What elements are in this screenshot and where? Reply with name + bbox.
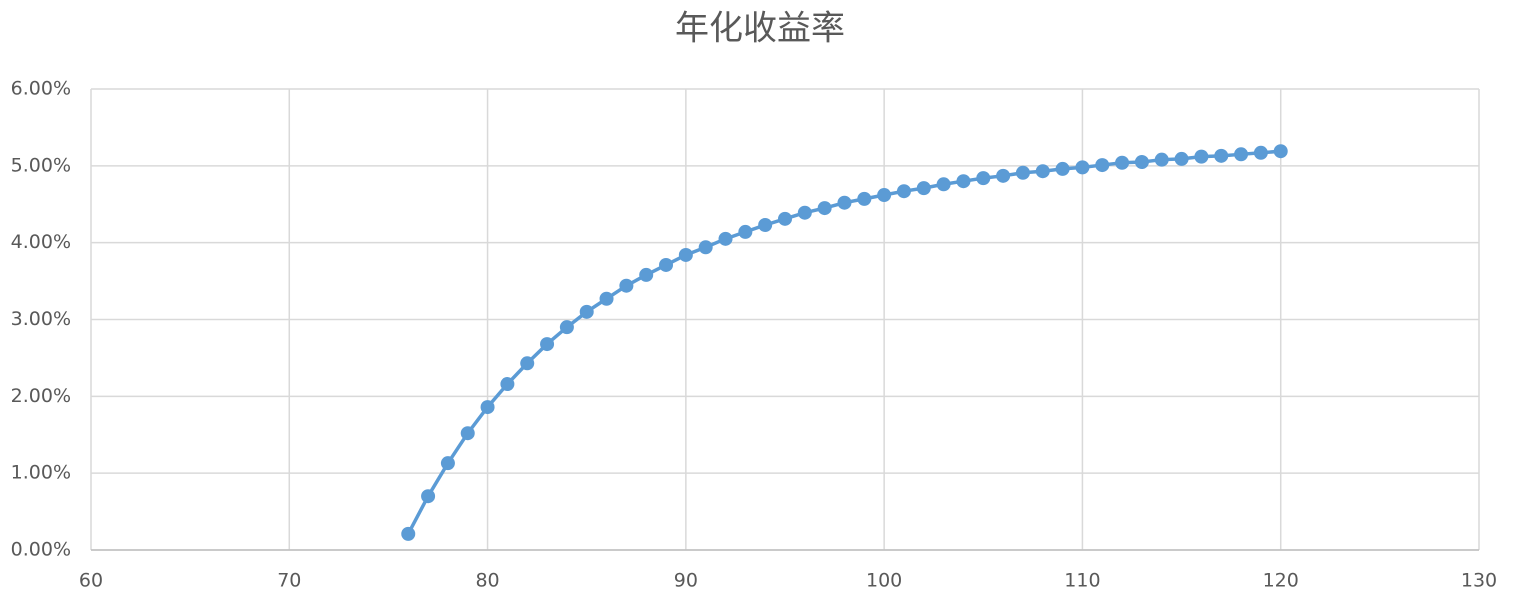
y-tick-label: 0.00%	[11, 539, 71, 561]
data-point	[440, 456, 455, 471]
data-point	[1115, 155, 1130, 170]
data-point	[817, 201, 832, 216]
y-tick-label: 3.00%	[11, 308, 71, 330]
y-tick-label: 4.00%	[11, 231, 71, 253]
data-point	[877, 188, 892, 203]
data-point	[401, 526, 416, 541]
x-tick-label: 120	[1263, 570, 1299, 592]
data-point	[460, 426, 475, 441]
data-point	[1035, 164, 1050, 179]
data-point	[559, 320, 574, 335]
x-tick-label: 60	[79, 570, 103, 592]
data-point	[659, 257, 674, 272]
data-point	[797, 205, 812, 220]
x-tick-label: 110	[1064, 570, 1100, 592]
y-tick-label: 2.00%	[11, 385, 71, 407]
y-tick-label: 5.00%	[11, 154, 71, 176]
data-point	[619, 278, 634, 293]
data-point	[678, 247, 693, 262]
data-point	[976, 171, 991, 186]
data-point	[1134, 154, 1149, 169]
y-tick-label: 6.00%	[11, 78, 71, 100]
data-point	[916, 181, 931, 196]
data-point	[778, 211, 792, 226]
data-point	[718, 231, 733, 246]
data-point	[599, 291, 614, 306]
data-point	[896, 184, 911, 199]
data-point	[1194, 149, 1209, 164]
x-tick-label: 70	[277, 570, 301, 592]
data-point	[1234, 147, 1249, 162]
y-tick-label: 1.00%	[11, 462, 71, 484]
data-point	[540, 337, 555, 352]
data-point	[996, 168, 1011, 183]
data-point	[480, 400, 495, 415]
data-point	[738, 224, 753, 239]
data-point	[1253, 145, 1268, 160]
data-point	[421, 489, 436, 504]
x-tick-label: 80	[475, 570, 499, 592]
data-point	[1273, 144, 1288, 159]
data-point	[857, 191, 872, 206]
data-point	[1174, 151, 1189, 166]
data-point	[500, 377, 515, 392]
data-point	[1095, 158, 1110, 173]
data-point	[1154, 152, 1169, 167]
data-point	[758, 217, 773, 232]
data-point	[520, 356, 535, 371]
x-tick-label: 100	[866, 570, 902, 592]
data-point	[1214, 148, 1229, 163]
x-tick-label: 90	[674, 570, 698, 592]
data-point	[837, 195, 852, 210]
data-point	[1075, 160, 1090, 175]
data-point	[1015, 165, 1030, 180]
data-point	[639, 267, 654, 282]
x-tick-label: 130	[1461, 570, 1497, 592]
data-point	[1055, 161, 1070, 176]
data-point	[698, 240, 713, 255]
data-point	[956, 174, 971, 189]
chart-title: 年化收益率	[675, 9, 845, 49]
data-point	[936, 177, 951, 192]
data-point	[579, 304, 594, 319]
